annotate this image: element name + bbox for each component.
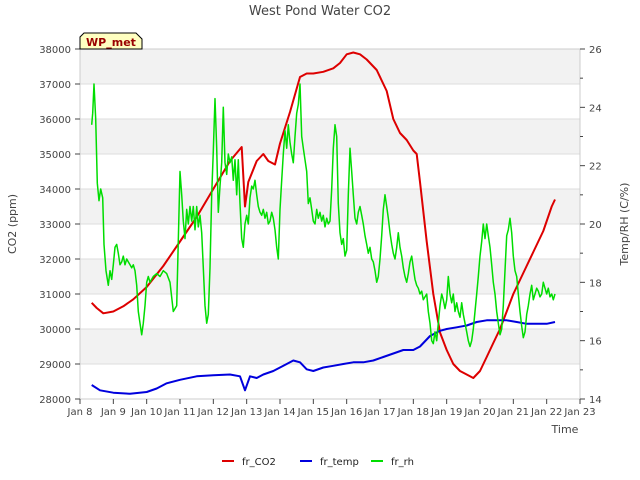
legend-label: fr_temp <box>320 457 359 468</box>
x-tick-label: Jan 16 <box>330 407 362 418</box>
x-tick-label: Jan 21 <box>497 407 529 418</box>
left-y-tick-label: 28000 <box>39 395 71 406</box>
background-band <box>80 119 580 154</box>
site-label-box: WP_met <box>79 32 143 50</box>
right-y-axis-label: Temp/RH (C/%) <box>618 183 631 267</box>
x-tick-label: Jan 19 <box>430 407 462 418</box>
right-y-tick-label: 26 <box>589 45 602 56</box>
left-y-tick-label: 34000 <box>39 185 71 196</box>
x-tick-label: Jan 23 <box>563 407 595 418</box>
right-y-tick-label: 16 <box>589 337 602 348</box>
chart-title: West Pond Water CO2 <box>249 4 391 19</box>
series-line-fr-rh <box>90 83 556 348</box>
series-layer <box>90 51 556 395</box>
x-tick-label: Jan 15 <box>297 407 329 418</box>
series-line-fr-temp <box>91 319 556 395</box>
x-axis-ticks: Jan 8 Jan 9 Jan 10 Jan 11 Jan 12 Jan 13 Jan 14… <box>67 399 596 418</box>
left-y-tick-label: 35000 <box>39 150 71 161</box>
horizontal-gridlines <box>80 48 580 400</box>
x-tick-label: Jan 9 <box>100 407 126 418</box>
x-tick-label: Jan 22 <box>530 407 562 418</box>
left-y-tick-label: 36000 <box>39 115 71 126</box>
right-y-tick-label: 18 <box>589 278 602 289</box>
left-y-axis-label: CO2 (ppm) <box>6 194 19 254</box>
x-axis-label: Time <box>551 423 579 436</box>
background-bands <box>80 49 580 364</box>
left-y-tick-label: 32000 <box>39 255 71 266</box>
x-tick-label: Jan 8 <box>67 407 93 418</box>
x-tick-label: Jan 17 <box>363 407 395 418</box>
x-tick-label: Jan 14 <box>263 407 295 418</box>
right-y-tick-label: 20 <box>589 220 602 231</box>
right-y-axis-ticks: 14 16 18 20 22 24 26 <box>580 45 602 406</box>
series-line-fr-CO2 <box>90 51 556 379</box>
site-label: WP_met <box>86 36 136 49</box>
left-y-tick-label: 33000 <box>39 220 71 231</box>
right-y-tick-label: 22 <box>589 162 602 173</box>
x-tick-label: Jan 12 <box>197 407 229 418</box>
legend: fr_CO2 fr_temp fr_rh <box>222 457 414 468</box>
left-y-tick-label: 29000 <box>39 360 71 371</box>
background-band <box>80 49 580 84</box>
right-y-tick-label: 14 <box>589 395 602 406</box>
x-tick-label: Jan 20 <box>463 407 495 418</box>
x-tick-label: Jan 11 <box>163 407 195 418</box>
left-y-tick-label: 31000 <box>39 290 71 301</box>
x-tick-label: Jan 10 <box>130 407 162 418</box>
left-y-tick-label: 30000 <box>39 325 71 336</box>
left-y-tick-label: 37000 <box>39 80 71 91</box>
x-tick-label: Jan 18 <box>397 407 429 418</box>
legend-label: fr_CO2 <box>242 457 276 468</box>
right-y-tick-label: 24 <box>589 103 602 114</box>
legend-label: fr_rh <box>391 457 414 468</box>
left-y-axis-ticks: 28000 29000 30000 31000 32000 33000 34000 35000… <box>39 45 80 406</box>
background-band <box>80 329 580 364</box>
x-tick-label: Jan 13 <box>230 407 262 418</box>
left-y-tick-label: 38000 <box>39 45 71 56</box>
